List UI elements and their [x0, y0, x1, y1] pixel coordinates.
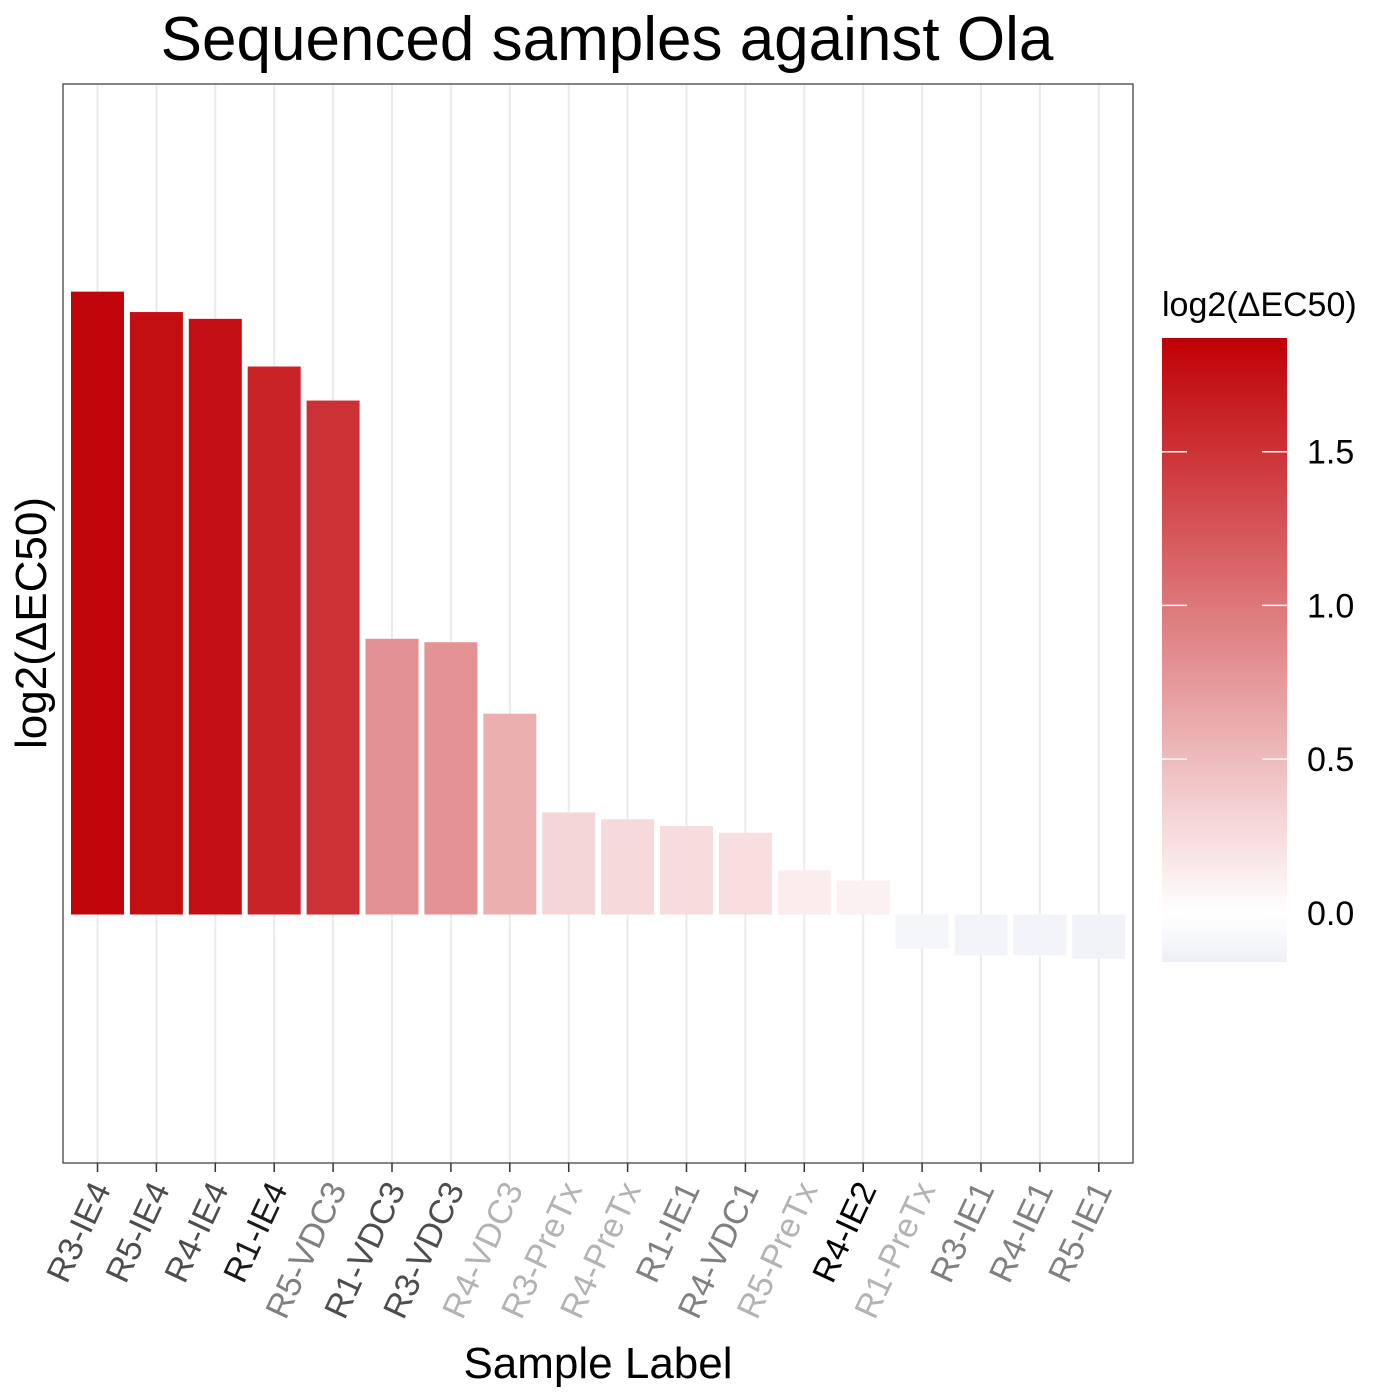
legend-title: log2(ΔEC50) — [1162, 286, 1357, 324]
legend-tick-label: 1.5 — [1307, 434, 1354, 472]
bar-R5-PreTx — [777, 870, 831, 915]
bar-R3-IE1 — [954, 914, 1008, 956]
bar-R4-VDC3 — [483, 713, 537, 915]
bar-R5-VDC3 — [306, 400, 360, 915]
color-legend: log2(ΔEC50) 1.5 1.0 0.5 0.0 — [1162, 286, 1357, 962]
legend-tick-label: 1.0 — [1307, 587, 1354, 625]
bar-R5-IE1 — [1072, 914, 1126, 959]
bar-R1-VDC3 — [365, 638, 419, 915]
bar-R4-IE4 — [188, 318, 242, 915]
bar-R1-PreTx — [895, 914, 949, 949]
bar-R1-IE1 — [660, 826, 713, 915]
bar-R4-PreTx — [601, 819, 655, 915]
legend-tick-label: 0.0 — [1307, 895, 1354, 933]
chart-title: Sequenced samples against Ola — [161, 5, 1054, 74]
colorbar — [1162, 338, 1287, 962]
x-axis-title: Sample Label — [463, 1339, 732, 1388]
bar-R4-IE1 — [1013, 914, 1067, 956]
x-axis-ticks: R3-IE4R5-IE4R4-IE4R1-IE4R5-VDC3R1-VDC3R3… — [40, 1163, 1120, 1324]
bars — [71, 291, 1126, 959]
legend-tick-label: 0.5 — [1307, 741, 1354, 779]
bar-R4-IE2 — [836, 880, 890, 915]
bar-R5-IE4 — [129, 312, 183, 915]
y-axis-title: log2(ΔEC50) — [7, 497, 56, 749]
bar-R4-VDC1 — [718, 832, 772, 915]
panel-border — [62, 83, 1134, 1164]
bar-R1-IE4 — [247, 366, 301, 915]
bar-R3-PreTx — [542, 812, 596, 915]
bar-R3-IE4 — [71, 291, 124, 915]
bar-R3-VDC3 — [424, 642, 478, 915]
